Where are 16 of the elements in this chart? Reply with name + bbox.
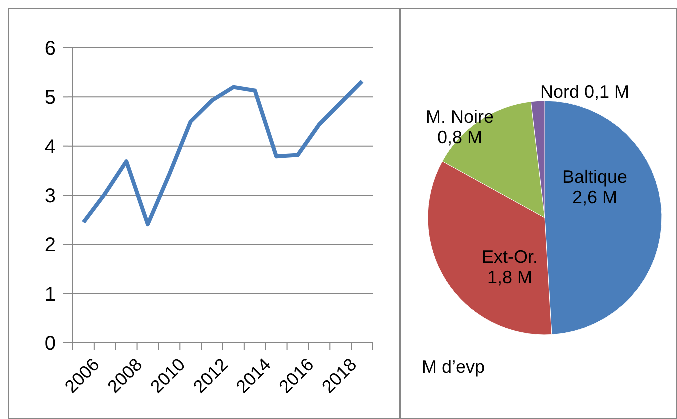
slice-label: Nord (540, 82, 580, 102)
slice-label: Baltique (562, 167, 628, 187)
data-label: 0,8 M (437, 128, 483, 148)
y-tick-label: 5 (44, 87, 56, 110)
y-tick-label: 0 (44, 333, 56, 355)
slice-label: Ext-Or. (482, 247, 538, 267)
y-tick-label: 4 (44, 136, 56, 158)
y-tick-label: 2 (44, 234, 56, 257)
data-label: 1,8 M (487, 268, 533, 288)
y-tick-label: 3 (44, 186, 56, 208)
data-label: 2,6 M (572, 188, 618, 208)
data-label: 0,1 M (584, 82, 630, 102)
line-series (82, 79, 364, 227)
y-tick-label: 6 (44, 38, 56, 60)
text: M d’evp (422, 357, 486, 377)
y-tick-label: 1 (44, 284, 56, 306)
